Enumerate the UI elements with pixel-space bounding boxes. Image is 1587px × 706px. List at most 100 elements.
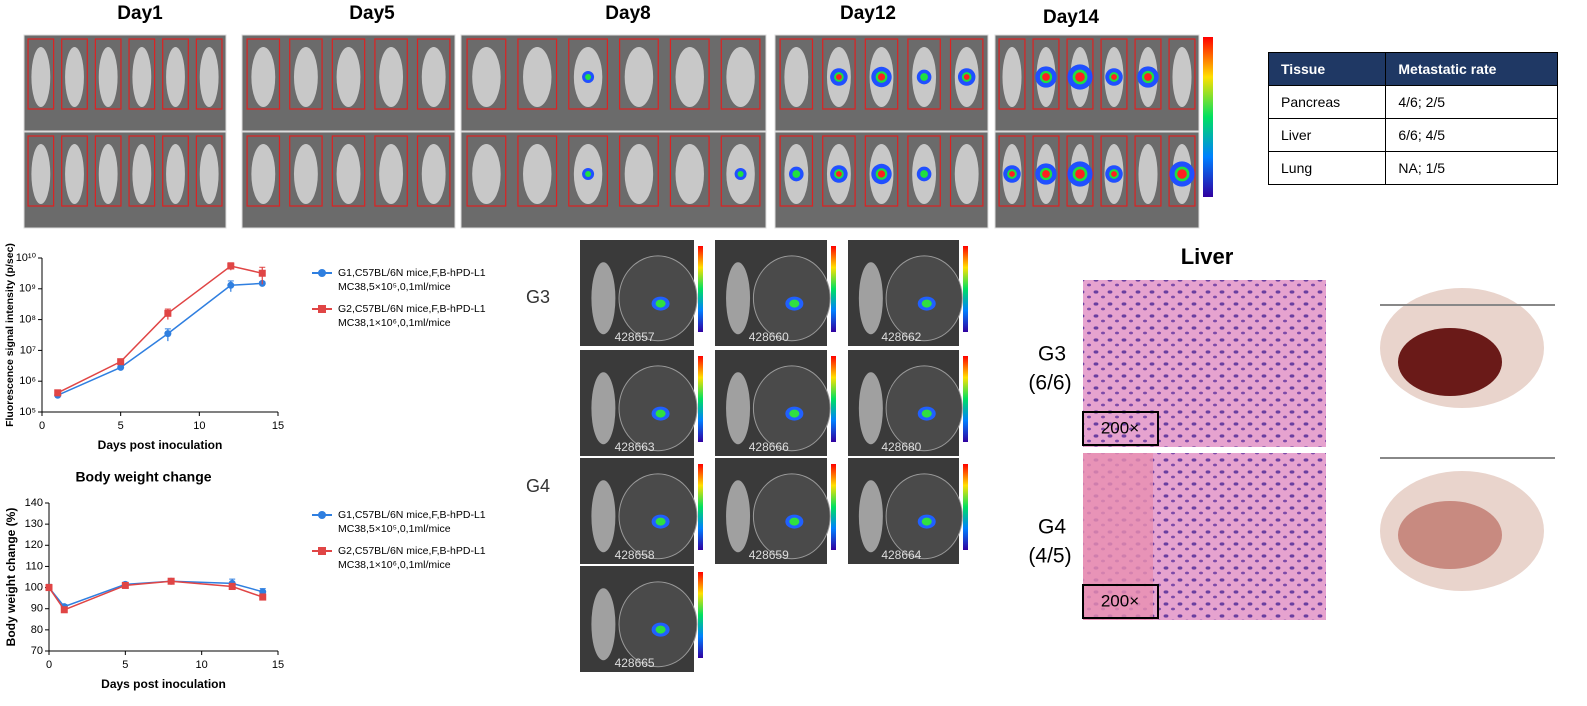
group-rate: (6/6)	[1028, 372, 1071, 395]
roi-box	[1100, 38, 1128, 110]
mouse	[675, 144, 704, 204]
histology-title: Liver	[1181, 244, 1234, 269]
signal	[1075, 169, 1085, 179]
marker	[45, 584, 53, 592]
marker	[164, 330, 172, 338]
roi-box	[246, 135, 281, 207]
roi-box	[864, 38, 899, 110]
y-tick-label: 10⁵	[19, 406, 36, 418]
mouse	[199, 47, 219, 107]
mouse	[523, 144, 552, 204]
mouse	[726, 262, 751, 335]
x-tick-label: 5	[122, 659, 128, 671]
mouse	[336, 144, 361, 204]
sample-id: 428665	[615, 656, 655, 670]
mouse	[251, 47, 276, 107]
table-header: Tissue	[1267, 52, 1387, 86]
series-line	[48, 580, 263, 611]
y-tick-label: 80	[31, 624, 43, 636]
sample-id: 428658	[615, 548, 655, 562]
mouse	[336, 47, 361, 107]
mouse	[1138, 144, 1158, 204]
roi-box	[907, 38, 941, 110]
roi-box	[195, 38, 223, 110]
day-label: Day14	[1043, 7, 1099, 28]
mouse	[132, 47, 152, 107]
roi-box	[907, 135, 941, 207]
row-divider	[994, 34, 1200, 132]
roi-box	[1134, 38, 1162, 110]
roi-box	[27, 135, 55, 207]
signal	[877, 170, 886, 178]
roi-box	[466, 38, 507, 110]
mouse	[726, 480, 751, 553]
signal	[1177, 169, 1187, 179]
legend-entry: G2,C57BL/6N mice,F,B-hPD-L1 MC38,1×10⁶,0…	[312, 302, 486, 330]
signal	[1042, 170, 1050, 178]
roi-box	[669, 38, 710, 110]
metastasis-table: Tissue Metastatic rate Pancreas 4/6; 2/5 L…	[1267, 52, 1558, 185]
day-label: Day5	[349, 3, 395, 24]
roi-box	[416, 135, 451, 207]
color-scale	[963, 356, 968, 442]
legend-label: G1,C57BL/6N mice,F,B-hPD-L1 MC38,5×10⁵,0…	[338, 509, 486, 535]
mouse	[858, 480, 883, 553]
mouse	[472, 47, 501, 107]
roi-box	[517, 135, 558, 207]
sample-id: 428680	[881, 440, 921, 454]
mouse	[472, 144, 501, 204]
roi-box	[289, 135, 323, 207]
roi-box	[998, 135, 1026, 207]
color-scale	[698, 356, 703, 442]
sample-id: 428657	[615, 330, 655, 344]
sample-id: 428666	[749, 440, 789, 454]
signal	[921, 517, 932, 526]
y-axis-label: Fluorescence signal intensity (p/sec)	[4, 243, 16, 427]
roi-box	[949, 38, 984, 110]
signal	[737, 171, 744, 177]
marker	[167, 577, 175, 585]
signal	[921, 299, 932, 308]
roi-box	[618, 38, 659, 110]
signal	[877, 73, 886, 81]
mouse	[726, 47, 755, 107]
legend-entry: G1,C57BL/6N mice,F,B-hPD-L1 MC38,5×10⁵,0…	[312, 266, 486, 294]
x-tick-label: 15	[272, 420, 284, 432]
y-tick-label: 120	[25, 539, 43, 551]
table-cell: Liver	[1267, 118, 1387, 152]
roi-box	[864, 135, 899, 207]
mouse	[199, 144, 219, 204]
group-label: G4	[526, 476, 550, 496]
row-divider	[460, 131, 767, 229]
day-label: Day12	[840, 3, 896, 24]
y-tick-label: 10⁷	[20, 344, 36, 356]
legend-marker	[318, 511, 326, 519]
signal	[655, 409, 666, 418]
mouse	[523, 47, 552, 107]
roi-box	[1032, 38, 1060, 110]
x-tick-label: 10	[196, 659, 208, 671]
roi-box	[720, 38, 761, 110]
sample-id: 428664	[881, 548, 921, 562]
color-scale	[831, 356, 836, 442]
mouse	[31, 144, 51, 204]
roi-box	[289, 38, 323, 110]
roi-box	[162, 135, 189, 207]
marker	[227, 281, 235, 289]
signal	[792, 170, 801, 178]
sample-id: 428663	[615, 440, 655, 454]
magnification: 200×	[1101, 418, 1139, 437]
roi-box	[162, 38, 189, 110]
magnification: 200×	[1101, 591, 1139, 610]
signal	[789, 299, 800, 308]
roi-box	[998, 38, 1026, 110]
marker	[117, 358, 125, 366]
y-tick-label: 90	[31, 603, 43, 615]
mouse	[1002, 47, 1022, 107]
mouse	[31, 47, 51, 107]
scale-box	[1082, 411, 1159, 446]
sample-id: 428662	[881, 330, 921, 344]
table-cell: NA; 1/5	[1385, 151, 1558, 185]
mouse	[726, 372, 751, 445]
roi-box	[331, 38, 366, 110]
